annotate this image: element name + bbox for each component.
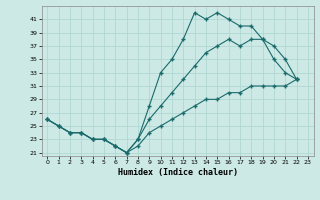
X-axis label: Humidex (Indice chaleur): Humidex (Indice chaleur) [118, 168, 237, 177]
